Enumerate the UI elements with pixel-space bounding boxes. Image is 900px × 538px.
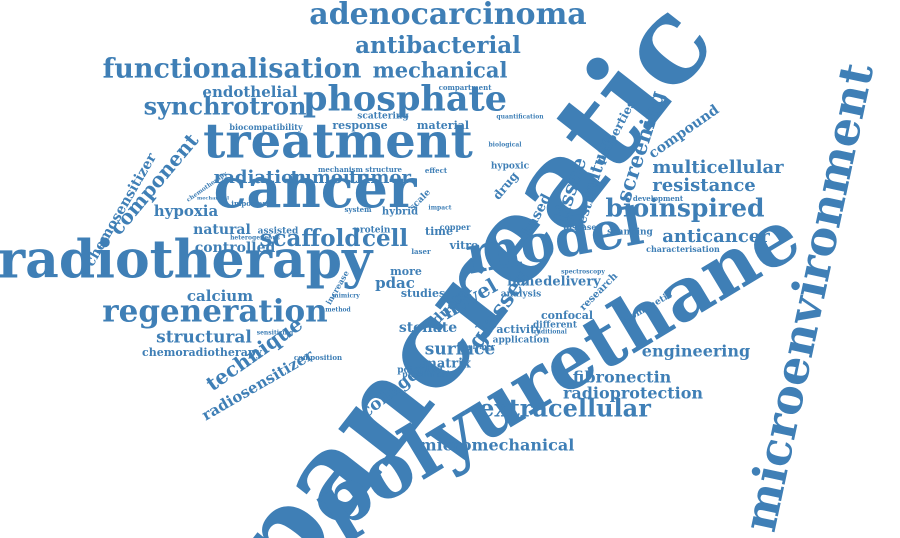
word-anticancer: anticancer (662, 226, 770, 247)
word-mimicry: mimicry (332, 293, 360, 300)
word-extracellular: extracellular (479, 394, 651, 423)
word-disease: disease (563, 222, 596, 232)
word-composition: composition (294, 353, 342, 362)
word-studies: studies (401, 287, 445, 300)
word-chemoradiotherapy: chemoradiotherapy (142, 346, 262, 359)
word-natural: natural (193, 222, 251, 238)
word-development: development (633, 194, 684, 203)
word-analysis: analysis (501, 290, 541, 300)
word-assisted: assisted (258, 227, 299, 237)
word-heterogeneous: heterogeneous (230, 235, 280, 242)
word-hypoxic: hypoxic (491, 162, 530, 172)
word-scaffold: scaffold (260, 225, 361, 252)
word-impact: impact (428, 205, 451, 212)
word-surface: surface (425, 340, 496, 360)
word-radiotherapy: radiotherapy (0, 230, 374, 291)
word-hybrid: hybrid (382, 207, 418, 218)
word-protein: protein (354, 226, 391, 236)
word-antibacterial: antibacterial (355, 32, 521, 59)
word-multicellular: multicellular (652, 157, 784, 178)
word-method: method (325, 307, 351, 314)
word-hypoxia: hypoxia (154, 202, 219, 220)
word-mechanical: mechanical (373, 58, 508, 83)
word-different: different (533, 321, 578, 331)
word-material: material (417, 119, 469, 132)
word-resistance: resistance (652, 175, 756, 196)
word-biocompatibility: biocompatibility (229, 122, 303, 132)
word-calcium: calcium (187, 287, 253, 305)
word-tumor: tumor (349, 167, 411, 188)
word-regeneration: regeneration (102, 294, 327, 330)
word-treatment: treatment (203, 114, 473, 170)
word-scanning: scanning (607, 228, 653, 238)
word-engineering: engineering (642, 342, 750, 361)
word-laser: laser (411, 247, 431, 256)
word-polymer: polymer (463, 342, 495, 351)
word-adenocarcinoma: adenocarcinoma (309, 0, 587, 32)
word-confocal: confocal (541, 309, 593, 322)
word-mechanism-structure: mechanism structure (318, 165, 403, 174)
word-potential: potential (397, 366, 443, 376)
word-synchrotron: synchrotron (144, 92, 307, 121)
word-matrix: matrix (423, 357, 471, 372)
word-activity: activity (496, 323, 542, 336)
word-sensitizing: sensitizing (257, 330, 294, 337)
word-copper: copper (440, 222, 471, 232)
word-endothelial: endothelial (202, 83, 297, 101)
word-micromechanical: micromechanical (420, 436, 575, 455)
word-preclinical: preclinical (402, 369, 450, 379)
word-stellate: stellate (399, 320, 457, 336)
word-important: important (231, 199, 271, 208)
word-delivery: delivery (543, 275, 601, 290)
word-radioprotection: radioprotection (563, 384, 703, 403)
word-compartment: compartment (439, 83, 493, 92)
word-characterisation: characterisation (646, 244, 720, 254)
word-pdac: pdac (375, 274, 415, 292)
word-system: system (344, 205, 372, 214)
word-response: response (332, 119, 387, 132)
word-cancer: cancer (214, 156, 417, 220)
word-bone: bone (507, 275, 542, 290)
word-bioinspired: bioinspired (606, 194, 765, 223)
word-quantification: quantification (496, 114, 544, 121)
word-spectroscopy: spectroscopy (561, 269, 605, 276)
word-controlled: controlled (195, 240, 276, 256)
word-vitro: vitro (449, 239, 479, 252)
word-radiation: radiation (214, 167, 306, 188)
word-biological: biological (488, 142, 522, 149)
word-scattering: scattering (357, 112, 409, 122)
word-fibronectin: fibronectin (573, 368, 672, 387)
word-traditional: traditional (531, 329, 568, 336)
word-effect: effect (425, 166, 448, 175)
word-application: application (493, 336, 550, 346)
word-cell: cell (362, 225, 408, 252)
word-more: more (390, 265, 422, 278)
word-phosphate: phosphate (303, 79, 507, 120)
word-tumour: tumour (290, 167, 366, 188)
word-mechanical-s: mechanical (197, 196, 229, 202)
word-structural: structural (156, 328, 252, 348)
word-functionalisation: functionalisation (103, 54, 362, 85)
word-time: time (425, 225, 453, 238)
